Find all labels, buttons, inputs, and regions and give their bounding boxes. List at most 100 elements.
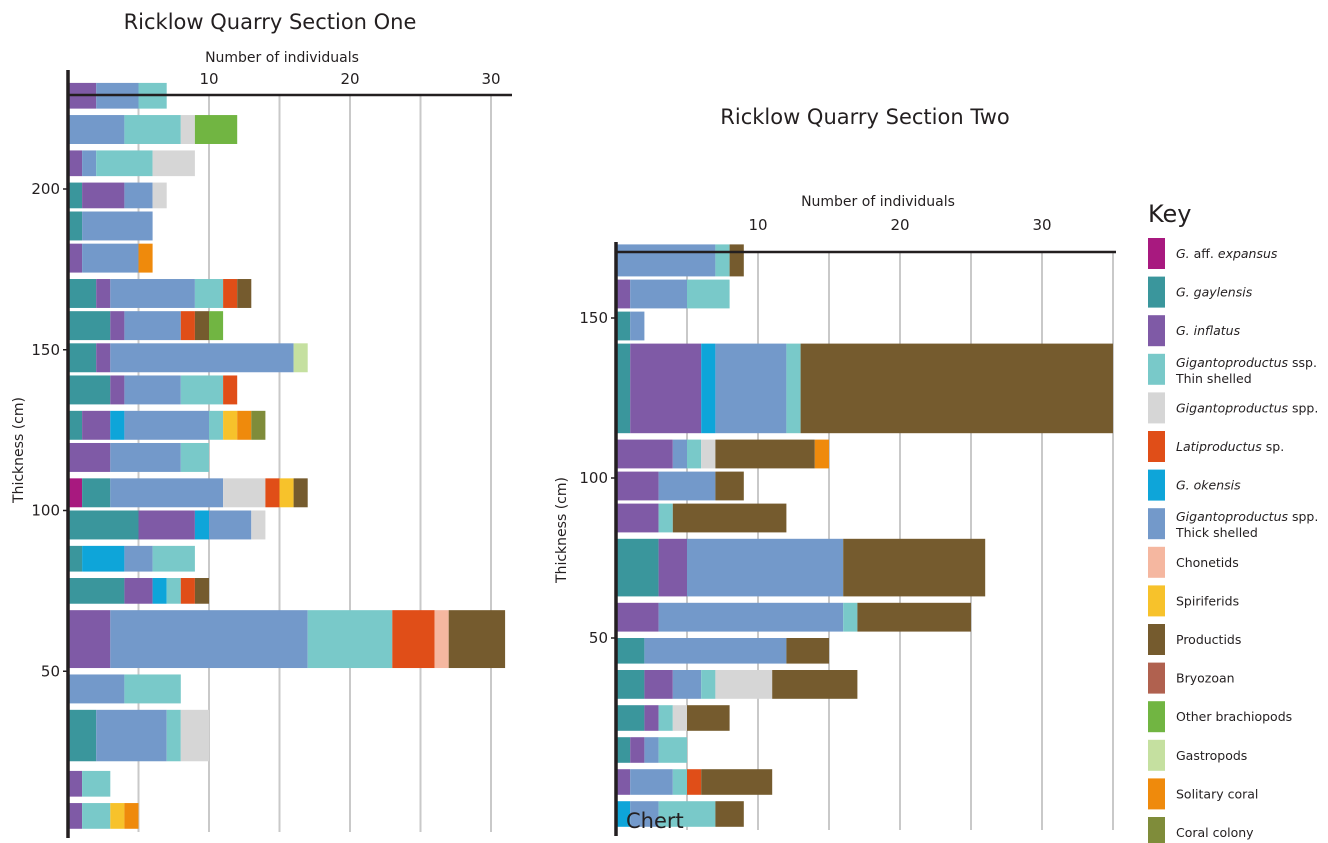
y-tick-label: 150: [31, 341, 60, 359]
chart1-plot: 10 20 30 50 100 150 200: [31, 70, 512, 838]
bar-segment-gaylensis: [616, 538, 659, 597]
bar-segment-thin-shelled: [672, 769, 687, 795]
bar-segment-thick-shelled: [658, 602, 844, 632]
bar-segment-inflatus: [68, 610, 111, 669]
bar-segment-inflatus: [110, 375, 125, 405]
bar-segment-okensis: [194, 510, 209, 540]
bar-segment-thin-shelled: [152, 545, 195, 572]
bar-segment-gaylensis: [68, 578, 125, 604]
bar-segment-solitary-coral: [124, 803, 139, 829]
bar-segment-productids: [857, 602, 971, 632]
bar-segment-thick-shelled: [68, 674, 125, 704]
bar-segment-gaylensis: [616, 705, 645, 731]
bar-segment-thick-shelled: [630, 311, 645, 341]
bar-segment-latiproductus: [180, 311, 195, 341]
legend-label: Latiproductus sp.: [1176, 439, 1284, 454]
bar-segment-gaylensis: [616, 670, 645, 699]
legend: G. aff. expansus G. gaylensis G. inflatus G…: [1148, 238, 1318, 843]
bar-segment-thick-shelled: [124, 410, 209, 440]
legend-label: G. aff. expansus: [1176, 246, 1278, 261]
legend-swatch: [1148, 662, 1165, 694]
bar-segment-gaylensis: [616, 737, 631, 763]
bar-segment-productids: [715, 801, 744, 827]
bar-segment-okensis: [701, 343, 716, 434]
legend-swatch: [1148, 508, 1165, 540]
bar-segment-thick-shelled: [644, 638, 787, 664]
bar-segment-spiriferids: [279, 478, 294, 508]
bar-segment-thin-shelled: [180, 442, 209, 472]
legend-item-aff-expansus: G. aff. expansus: [1148, 238, 1278, 269]
bar-segment-inflatus: [616, 602, 659, 632]
bar-segment-spp: [223, 478, 266, 508]
bar-segment-productids: [772, 670, 858, 699]
bar-segment-inflatus: [630, 343, 702, 434]
bar-segment-spp: [672, 705, 687, 731]
bar-segment-thin-shelled: [715, 244, 730, 277]
bar-segment-thick-shelled: [672, 670, 702, 699]
bar-segment-thin-shelled: [166, 578, 181, 604]
bar-segment-thick-shelled: [110, 279, 195, 308]
bar-segment-inflatus: [124, 578, 153, 604]
bar-segment-thin-shelled: [166, 709, 181, 762]
bar-segment-inflatus: [616, 503, 659, 533]
x-tick-label: 10: [748, 216, 767, 234]
legend-swatch: [1148, 431, 1165, 462]
bar-segment-thick-shelled: [110, 610, 308, 669]
legend-label: Chonetids: [1176, 555, 1239, 570]
bar-segment-spp: [715, 670, 773, 699]
bar-segment-inflatus: [68, 442, 111, 472]
bar-segment-thin-shelled: [209, 410, 224, 440]
bar-segment-productids: [237, 279, 252, 308]
bar-segment-chonetids: [434, 610, 449, 669]
bar-segment-productids: [800, 343, 1113, 434]
bar-segment-thick-shelled: [616, 244, 716, 277]
bar-segment-spp: [251, 510, 266, 540]
legend-swatch: [1148, 585, 1165, 617]
legend-item-chonetids: Chonetids: [1148, 546, 1239, 578]
legend-swatch: [1148, 353, 1165, 385]
bar-segment-inflatus: [68, 770, 83, 797]
bar-segment-gaylensis: [68, 375, 111, 405]
bar-segment-inflatus: [82, 182, 125, 209]
bar-segment-coral-colony: [251, 410, 266, 440]
bar-segment-thick-shelled: [658, 471, 716, 501]
bar-segment-gaylensis: [68, 343, 97, 373]
bar-segment-thick-shelled: [124, 375, 181, 405]
bar-segment-gaylensis: [68, 510, 139, 540]
bar-segment-gaylensis: [68, 279, 97, 308]
legend-label: Productids: [1176, 632, 1241, 647]
legend-item-thick-shelled: Gigantoproductus spp.Thick shelled: [1148, 508, 1318, 540]
bar-segment-latiproductus: [687, 769, 702, 795]
legend-item-gastropods: Gastropods: [1148, 739, 1247, 771]
chert-annotation: Chert: [626, 809, 684, 833]
bar-segment-thick-shelled: [82, 150, 97, 177]
bar-segment-thick-shelled: [110, 343, 294, 373]
bar-segment-thin-shelled: [82, 803, 111, 829]
bar-segment-spp: [180, 115, 195, 144]
bar-segment-inflatus: [110, 311, 125, 341]
chart2-xlabel: Number of individuals: [801, 194, 955, 210]
legend-swatch: [1148, 701, 1165, 733]
bar-segment-thick-shelled: [68, 115, 125, 144]
bar-segment-productids: [786, 638, 829, 664]
bar-segment-thick-shelled: [715, 343, 787, 434]
legend-item-productids: Productids: [1148, 624, 1241, 655]
x-tick-label: 20: [890, 216, 909, 234]
bar-segment-other-brachiopods: [209, 311, 224, 341]
bar-segment-thin-shelled: [194, 279, 224, 308]
bar-segment-other-brachiopods: [194, 115, 238, 144]
legend-label: G. inflatus: [1176, 323, 1241, 338]
bar-segment-inflatus: [82, 410, 111, 440]
bar-segment-inflatus: [616, 279, 631, 309]
legend-item-bryozoan: Bryozoan: [1148, 662, 1235, 694]
bar-segment-inflatus: [616, 439, 673, 469]
legend-label-line2: Thin shelled: [1175, 371, 1252, 386]
legend-item-coral-colony: Coral colony: [1148, 817, 1254, 843]
bar-segment-inflatus: [68, 243, 83, 273]
bar-segment-aff-expansus: [68, 478, 83, 508]
bar-segment-thick-shelled: [124, 311, 181, 341]
bar-segment-inflatus: [68, 803, 83, 829]
bar-segment-spp: [701, 439, 716, 469]
bar-segment-solitary-coral: [814, 439, 829, 469]
